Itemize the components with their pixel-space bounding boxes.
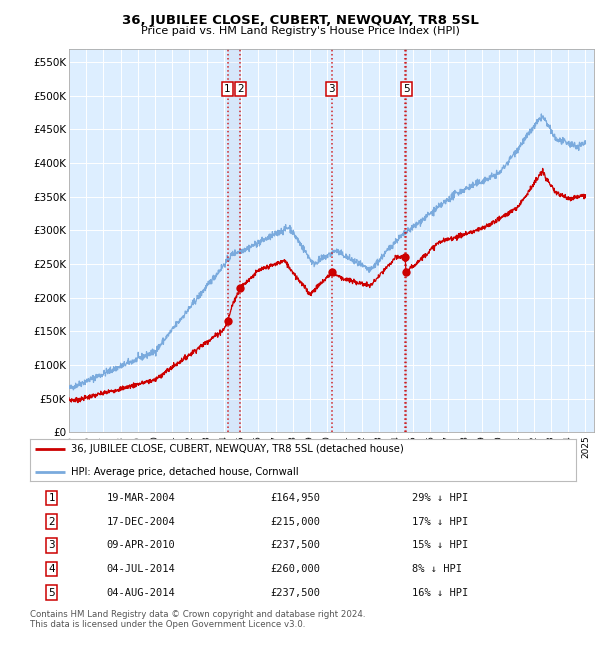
Text: 15% ↓ HPI: 15% ↓ HPI	[412, 540, 469, 551]
Text: Contains HM Land Registry data © Crown copyright and database right 2024.: Contains HM Land Registry data © Crown c…	[30, 610, 365, 619]
Text: 36, JUBILEE CLOSE, CUBERT, NEWQUAY, TR8 5SL: 36, JUBILEE CLOSE, CUBERT, NEWQUAY, TR8 …	[122, 14, 478, 27]
Text: 36, JUBILEE CLOSE, CUBERT, NEWQUAY, TR8 5SL (detached house): 36, JUBILEE CLOSE, CUBERT, NEWQUAY, TR8 …	[71, 445, 404, 454]
Text: 04-AUG-2014: 04-AUG-2014	[106, 588, 175, 597]
Text: £260,000: £260,000	[270, 564, 320, 574]
Text: Price paid vs. HM Land Registry's House Price Index (HPI): Price paid vs. HM Land Registry's House …	[140, 26, 460, 36]
Text: 04-JUL-2014: 04-JUL-2014	[106, 564, 175, 574]
Text: 09-APR-2010: 09-APR-2010	[106, 540, 175, 551]
Text: £215,000: £215,000	[270, 517, 320, 526]
Text: 5: 5	[403, 84, 410, 94]
Text: HPI: Average price, detached house, Cornwall: HPI: Average price, detached house, Corn…	[71, 467, 299, 476]
Text: 3: 3	[49, 540, 55, 551]
Text: 3: 3	[329, 84, 335, 94]
Text: 1: 1	[49, 493, 55, 503]
Bar	[405, 49, 406, 432]
Text: 2: 2	[49, 517, 55, 526]
Text: 2: 2	[237, 84, 244, 94]
Text: 1: 1	[224, 84, 231, 94]
Text: 4: 4	[49, 564, 55, 574]
Text: 29% ↓ HPI: 29% ↓ HPI	[412, 493, 469, 503]
Text: This data is licensed under the Open Government Licence v3.0.: This data is licensed under the Open Gov…	[30, 620, 305, 629]
Text: £237,500: £237,500	[270, 588, 320, 597]
Text: 17-DEC-2004: 17-DEC-2004	[106, 517, 175, 526]
Text: 16% ↓ HPI: 16% ↓ HPI	[412, 588, 469, 597]
Text: 19-MAR-2004: 19-MAR-2004	[106, 493, 175, 503]
Bar	[227, 49, 241, 432]
Text: 8% ↓ HPI: 8% ↓ HPI	[412, 564, 462, 574]
Text: £237,500: £237,500	[270, 540, 320, 551]
Text: 17% ↓ HPI: 17% ↓ HPI	[412, 517, 469, 526]
Text: £164,950: £164,950	[270, 493, 320, 503]
Text: 5: 5	[49, 588, 55, 597]
